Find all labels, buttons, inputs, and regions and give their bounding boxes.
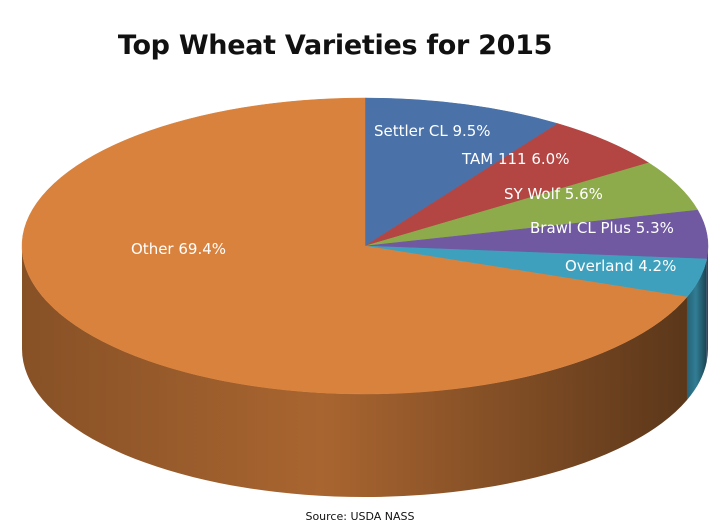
data-label-tam-111: TAM 111 6.0% (461, 150, 569, 168)
chart-source: Source: USDA NASS (305, 510, 415, 523)
pie-slice-settler-cl (364, 97, 559, 247)
data-label-overland: Overland 4.2% (565, 257, 676, 275)
pie-slice-other (21, 97, 688, 395)
pie-tops (21, 97, 709, 395)
pie-sides (22, 246, 708, 497)
data-label-other: Other 69.4% (131, 240, 226, 258)
data-label-brawl-cl-plus: Brawl CL Plus 5.3% (530, 219, 674, 237)
pie-side-overland (686, 259, 707, 401)
pie-side-brawl-cl-plus (706, 246, 708, 363)
data-label-settler-cl: Settler CL 9.5% (374, 122, 491, 140)
pie-slice-tam-111 (364, 123, 650, 247)
pie-side-other (22, 246, 687, 497)
chart-title: Top Wheat Varieties for 2015 (117, 30, 553, 61)
data-label-sy-wolf: SY Wolf 5.6% (504, 185, 603, 203)
pie-labels: Settler CL 9.5% TAM 111 6.0% SY Wolf 5.6% B… (131, 122, 676, 275)
